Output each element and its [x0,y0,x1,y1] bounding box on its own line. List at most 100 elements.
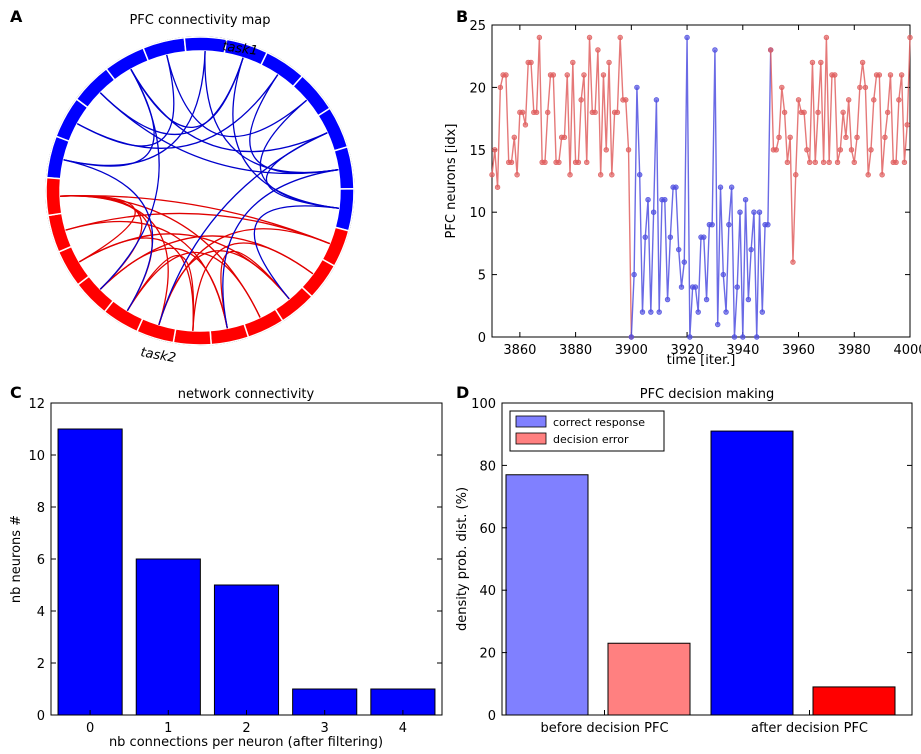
b-data-point [492,147,498,153]
c-ytick-label: 2 [37,657,45,672]
b-data-point [542,159,548,165]
b-data-point [779,84,785,91]
b-data-point [687,334,693,340]
chord-link-task2 [220,250,290,329]
b-data-point [837,147,844,153]
b-data-point [703,296,710,303]
b-data-point [561,134,568,141]
task2-node-segment [209,322,250,346]
c-xtick-label: 3 [321,721,329,736]
b-data-point [854,134,860,141]
b-data-point [776,134,782,141]
chord-link-cross [222,169,339,329]
b-data-point [709,221,715,228]
b-data-point [511,134,517,141]
b-data-point [625,147,632,153]
b-data-point [871,97,877,103]
b-data-point [801,109,807,116]
panel-letter-d: D [456,383,469,402]
b-data-point [795,97,802,103]
d-ytick-label: 80 [479,459,496,474]
b-data-point [578,97,584,103]
c-bar [57,428,123,716]
c-xtick-label: 0 [86,721,94,736]
d-xtick-label: after decision PFC [751,721,868,736]
b-data-point [650,209,657,215]
b-data-point [628,334,635,340]
b-data-point [676,246,682,253]
b-data-point [862,84,869,91]
b-data-point [664,296,671,303]
d-bar [607,642,691,716]
b-data-point [556,159,562,165]
legend-swatch-correct [515,415,547,428]
b-data-point [740,334,746,340]
b-data-point [581,72,587,78]
c-ytick-label: 12 [28,397,45,412]
b-data-point [656,309,662,315]
b-data-point [812,159,818,165]
b-data-point [882,134,888,141]
b-data-point [592,109,598,116]
d-xtick-label: before decision PFC [540,721,668,736]
b-data-point [731,334,738,340]
b-data-point [575,159,582,165]
b-data-point [662,197,668,203]
b-data-point [681,259,687,265]
b-data-point [765,221,771,228]
task1-label: task1 [221,39,258,59]
b-data-point [570,59,576,66]
d-bar [710,430,794,716]
b-data-point [868,147,874,153]
b-data-point [684,34,690,41]
task1-node-segment [183,36,228,54]
b-xtick-label: 3980 [838,343,871,358]
b-data-point [734,284,740,290]
b-data-point [514,172,520,178]
b-data-point [617,34,623,41]
task2-node-segment [243,308,284,339]
chord-link-task2 [126,251,261,318]
b-data-point [793,172,799,178]
b-data-point [818,59,824,66]
task1-node-segment [317,107,349,152]
c-bar [135,558,201,716]
panel-d-legend: correct response decision error [509,410,665,452]
b-data-point [715,321,721,328]
b-data-point [584,159,590,165]
c-bar [213,584,280,716]
c-xtick-label: 1 [164,721,172,736]
d-ytick-label: 40 [479,584,496,599]
b-data-point [790,259,796,265]
b-data-point [840,109,846,116]
b-data-point [508,159,515,165]
chord-link-task2 [158,228,330,326]
b-data-point [726,221,732,228]
b-data-point [692,284,699,290]
b-data-point [781,109,788,116]
b-data-point [623,97,629,103]
b-data-point [742,197,749,203]
b-data-point [806,159,813,165]
b-data-point [845,97,852,103]
panel-b-ylabel: PFC neurons [idx] [444,124,459,239]
chord-link-cross [253,205,340,300]
panel-d-bar-chart: PFC decision making before decision PFC a… [455,387,913,736]
b-data-point [804,147,810,153]
task2-node-segment [274,286,314,322]
b-xtick-label: 3900 [615,343,648,358]
b-ytick-label: 0 [478,331,486,346]
b-data-point [564,72,570,78]
b-data-point [904,122,910,128]
b-data-point [759,309,766,315]
b-data-point [636,172,643,178]
b-data-point [600,72,607,78]
b-data-point [723,309,729,315]
b-data-point [843,134,849,141]
panel-c-xlabel: nb connections per neuron (after filteri… [109,735,383,750]
b-data-point [857,84,863,91]
b-data-point [907,34,913,41]
panel-letter-c: C [10,383,22,402]
chord-link-cross [63,159,154,312]
